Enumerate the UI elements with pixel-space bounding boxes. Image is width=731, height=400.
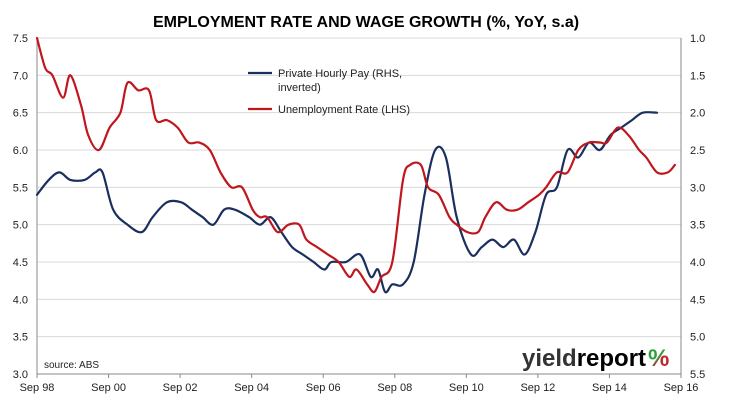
- y-right-tick-label-2: 2.0: [690, 108, 705, 120]
- percent-mark-icon: %: [648, 345, 669, 372]
- axes: [36, 38, 682, 375]
- y-right-tick-label-0: 1.0: [690, 33, 705, 45]
- legend-label-private-hourly-pay-line2: inverted): [278, 82, 321, 94]
- x-tick-label-1: Sep 00: [91, 382, 126, 394]
- y-left-tick-label-5: 5.5: [13, 182, 28, 194]
- svg-text:yieldreport: yieldreport: [522, 345, 646, 372]
- y-right-tick-label-1: 1.5: [690, 70, 705, 82]
- y-left-tick-label-4: 5.0: [13, 220, 28, 232]
- y-right-tick-label-5: 3.5: [690, 220, 705, 232]
- legend-label-private-hourly-pay: Private Hourly Pay (RHS,: [278, 68, 402, 80]
- legend-label-unemployment-rate: Unemployment Rate (LHS): [278, 104, 410, 116]
- y-right-tick-label-8: 5.0: [690, 332, 705, 344]
- y-right-tick-label-4: 3.0: [690, 182, 705, 194]
- y-left-tick-label-3: 4.5: [13, 257, 28, 269]
- y-left-tick-label-7: 6.5: [13, 108, 28, 120]
- legend: Private Hourly Pay (RHS, inverted) Unemplo…: [248, 68, 410, 116]
- gridlines: [37, 37, 681, 338]
- x-axis-ticks: Sep 98 Sep 00 Sep 02 Sep 04 Sep 06 Sep 08 Sep …: [20, 374, 699, 394]
- x-tick-label-9: Sep 16: [664, 382, 699, 394]
- x-tick-label-6: Sep 10: [449, 382, 484, 394]
- y-right-tick-label-9: 5.5: [690, 369, 705, 381]
- series-line-unemployment-rate: [35, 36, 676, 294]
- y-axis-left-ticks: 3.0 3.5 4.0 4.5 5.0 5.5 6.0 6.5 7.0 7.5: [13, 33, 28, 381]
- y-left-tick-label-9: 7.5: [13, 33, 28, 45]
- y-left-tick-label-6: 6.0: [13, 145, 28, 157]
- y-right-tick-label-7: 4.5: [690, 294, 705, 306]
- yieldreport-logo: yieldreport %: [522, 345, 669, 372]
- brand-text-report: report: [577, 345, 646, 372]
- y-left-tick-label-0: 3.0: [13, 369, 28, 381]
- x-tick-label-2: Sep 02: [163, 382, 198, 394]
- series-line-private-hourly-pay: [35, 111, 659, 294]
- y-left-tick-label-1: 3.5: [13, 332, 28, 344]
- x-tick-label-8: Sep 14: [592, 382, 627, 394]
- y-left-tick-label-2: 4.0: [13, 294, 28, 306]
- y-right-tick-label-6: 4.0: [690, 257, 705, 269]
- x-tick-label-5: Sep 08: [377, 382, 412, 394]
- x-tick-label-3: Sep 04: [234, 382, 269, 394]
- y-right-tick-label-3: 2.5: [690, 145, 705, 157]
- y-axis-right-ticks: 1.0 1.5 2.0 2.5 3.0 3.5 4.0 4.5 5.0 5.5: [690, 33, 705, 381]
- brand-percent-mark: %: [648, 345, 669, 372]
- y-left-tick-label-8: 7.0: [13, 70, 28, 82]
- x-tick-label-0: Sep 98: [20, 382, 55, 394]
- x-tick-label-4: Sep 06: [306, 382, 341, 394]
- chart-title: EMPLOYMENT RATE AND WAGE GROWTH (%, YoY,…: [153, 14, 579, 31]
- x-tick-label-7: Sep 12: [520, 382, 555, 394]
- brand-text-yield: yield: [522, 345, 577, 372]
- source-note: source: ABS: [44, 360, 99, 371]
- series-group: [35, 36, 676, 294]
